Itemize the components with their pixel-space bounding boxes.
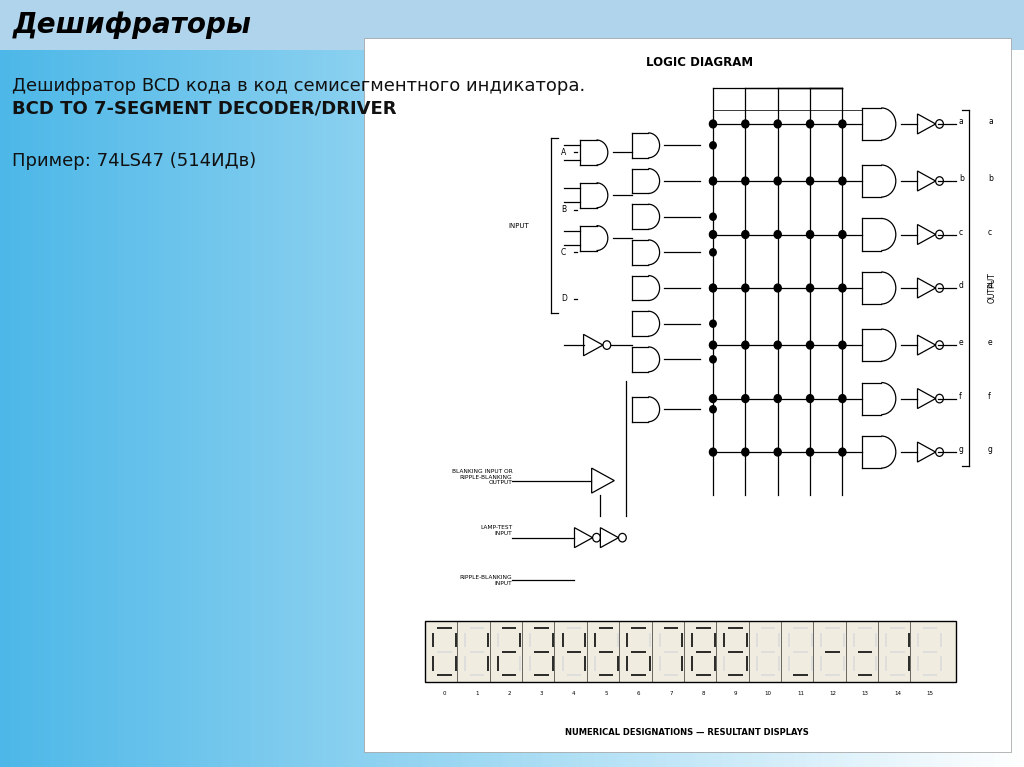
- Bar: [0, 0, 1024, 50]
- Circle shape: [839, 120, 846, 128]
- Circle shape: [710, 406, 716, 413]
- Circle shape: [839, 341, 846, 349]
- Text: 5: 5: [604, 691, 608, 696]
- Text: Дешифраторы: Дешифраторы: [12, 12, 251, 39]
- Circle shape: [839, 284, 846, 292]
- Text: f: f: [958, 392, 962, 401]
- Circle shape: [710, 213, 716, 220]
- Circle shape: [807, 448, 814, 456]
- Text: C: C: [561, 248, 566, 257]
- Circle shape: [710, 448, 717, 456]
- Text: c: c: [988, 228, 992, 237]
- Text: 13: 13: [861, 691, 868, 696]
- Text: INPUT: INPUT: [509, 222, 529, 229]
- Text: e: e: [958, 338, 964, 347]
- Text: Дешифратор BCD кода в код семисегментного индикатора.: Дешифратор BCD кода в код семисегментног…: [12, 77, 586, 95]
- Text: 7: 7: [669, 691, 673, 696]
- Text: 8: 8: [701, 691, 706, 696]
- Circle shape: [774, 120, 781, 128]
- Text: c: c: [958, 228, 963, 237]
- Circle shape: [774, 341, 781, 349]
- Text: b: b: [958, 174, 964, 183]
- Text: 1: 1: [475, 691, 478, 696]
- Circle shape: [741, 341, 749, 349]
- Text: 12: 12: [829, 691, 837, 696]
- Circle shape: [774, 177, 781, 185]
- Bar: [364, 38, 1011, 752]
- Text: f: f: [988, 392, 991, 401]
- Circle shape: [774, 395, 781, 403]
- Text: B: B: [561, 205, 566, 214]
- Text: 4: 4: [572, 691, 575, 696]
- Circle shape: [807, 177, 814, 185]
- Text: 6: 6: [637, 691, 640, 696]
- Circle shape: [839, 177, 846, 185]
- Circle shape: [710, 341, 717, 349]
- Text: a: a: [958, 117, 964, 127]
- Text: OUTPUT: OUTPUT: [988, 272, 997, 304]
- Text: a: a: [988, 117, 993, 127]
- Circle shape: [710, 177, 716, 185]
- Text: 11: 11: [797, 691, 804, 696]
- Text: g: g: [988, 446, 993, 454]
- Text: NUMERICAL DESIGNATIONS — RESULTANT DISPLAYS: NUMERICAL DESIGNATIONS — RESULTANT DISPL…: [565, 729, 809, 737]
- Circle shape: [807, 120, 814, 128]
- Circle shape: [839, 395, 846, 403]
- Circle shape: [807, 231, 814, 239]
- Text: BCD TO 7-SEGMENT DECODER/DRIVER: BCD TO 7-SEGMENT DECODER/DRIVER: [12, 100, 396, 118]
- Circle shape: [710, 249, 716, 256]
- Circle shape: [710, 395, 717, 403]
- Circle shape: [741, 177, 749, 185]
- Text: e: e: [988, 338, 992, 347]
- Circle shape: [710, 356, 716, 363]
- Text: A: A: [561, 148, 566, 157]
- Circle shape: [741, 120, 749, 128]
- Circle shape: [710, 320, 716, 328]
- Circle shape: [741, 395, 749, 403]
- Text: d: d: [988, 281, 993, 291]
- Circle shape: [710, 231, 717, 239]
- Circle shape: [774, 284, 781, 292]
- Circle shape: [710, 285, 716, 291]
- Text: 3: 3: [540, 691, 544, 696]
- Circle shape: [710, 177, 717, 185]
- Circle shape: [807, 341, 814, 349]
- Text: d: d: [958, 281, 964, 291]
- Circle shape: [710, 284, 717, 292]
- Text: 0: 0: [442, 691, 446, 696]
- Text: 9: 9: [734, 691, 737, 696]
- Circle shape: [839, 231, 846, 239]
- Text: LAMP-TEST
INPUT: LAMP-TEST INPUT: [480, 525, 512, 536]
- Text: BLANKING INPUT OR
RIPPLE-BLANKING
OUTPUT: BLANKING INPUT OR RIPPLE-BLANKING OUTPUT: [452, 469, 512, 486]
- Circle shape: [741, 448, 749, 456]
- Text: 14: 14: [894, 691, 901, 696]
- Text: D: D: [561, 295, 566, 303]
- Circle shape: [774, 231, 781, 239]
- Bar: [425, 621, 955, 683]
- Text: 15: 15: [927, 691, 933, 696]
- Circle shape: [710, 142, 716, 149]
- Circle shape: [741, 231, 749, 239]
- Text: g: g: [958, 446, 964, 454]
- Text: 10: 10: [765, 691, 771, 696]
- Circle shape: [807, 395, 814, 403]
- Text: 2: 2: [507, 691, 511, 696]
- Text: RIPPLE-BLANKING
INPUT: RIPPLE-BLANKING INPUT: [460, 575, 512, 586]
- Circle shape: [741, 284, 749, 292]
- Circle shape: [839, 448, 846, 456]
- Text: Пример: 74LS47 (514ИДв): Пример: 74LS47 (514ИДв): [12, 152, 257, 170]
- Circle shape: [807, 284, 814, 292]
- Circle shape: [774, 448, 781, 456]
- Text: LOGIC DIAGRAM: LOGIC DIAGRAM: [646, 56, 754, 69]
- Circle shape: [710, 120, 717, 128]
- Text: b: b: [988, 174, 993, 183]
